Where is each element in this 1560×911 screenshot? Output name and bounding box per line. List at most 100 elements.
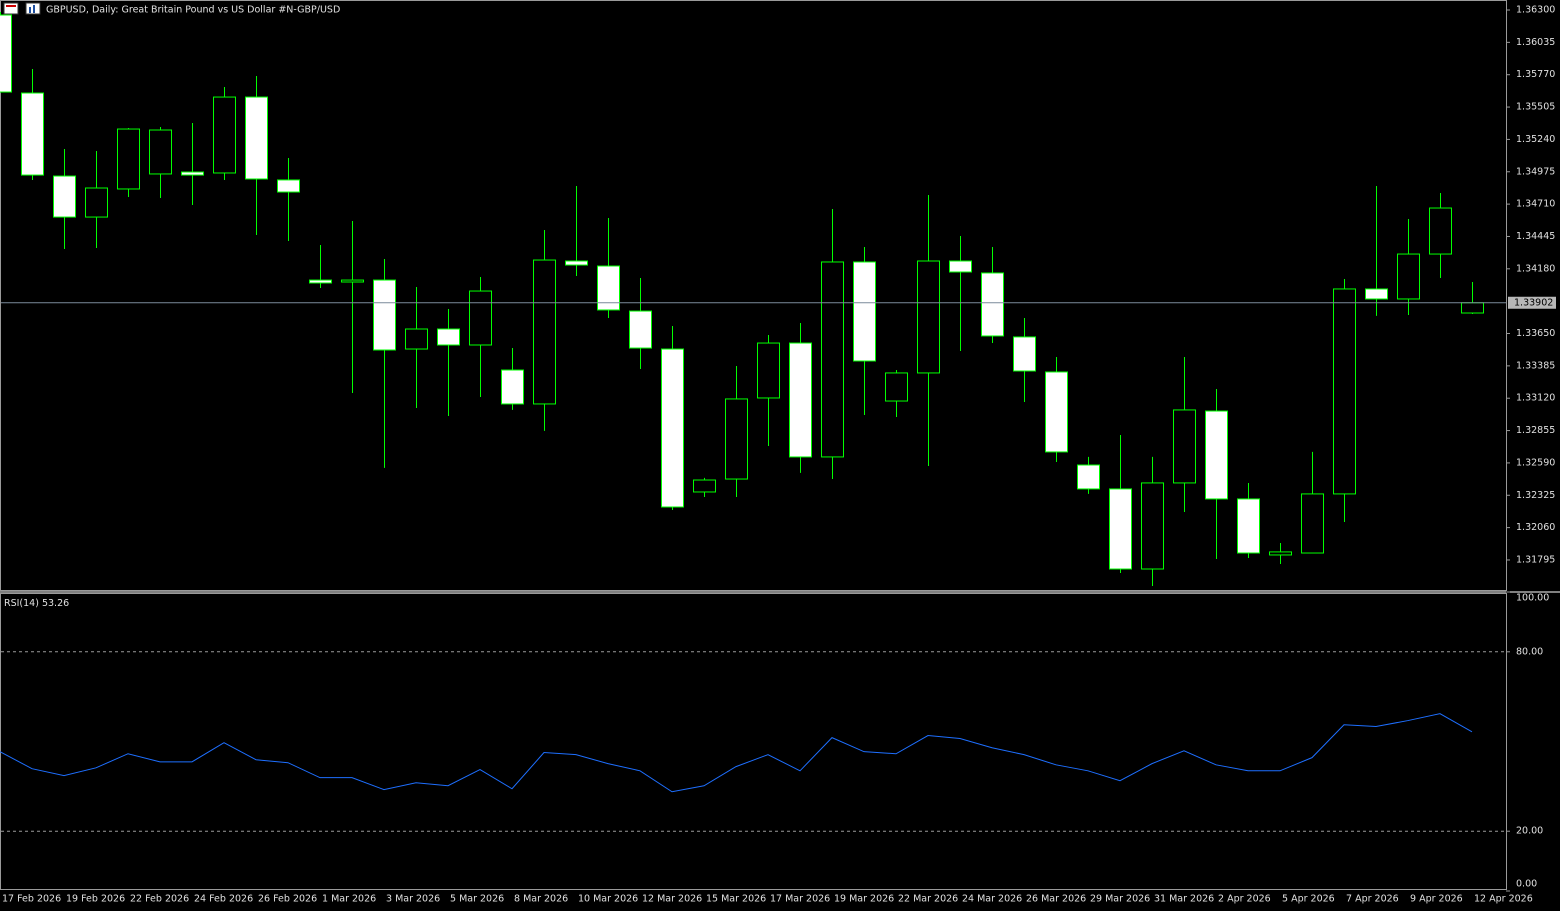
candle-body [533, 259, 556, 405]
y-tick-label: 1.36300 [1516, 5, 1555, 16]
candle-body [213, 96, 236, 174]
x-tick-label: 26 Mar 2026 [1026, 894, 1086, 905]
x-tick-label: 9 Apr 2026 [1410, 894, 1463, 905]
y-tick-label: 1.32590 [1516, 457, 1555, 468]
candle-body [1269, 551, 1292, 556]
candle-body [981, 272, 1004, 337]
x-tick-label: 1 Mar 2026 [322, 894, 376, 905]
candle-body [821, 261, 844, 458]
candle-body [1205, 410, 1228, 500]
candle-body [725, 398, 748, 480]
y-tick-label: 1.32325 [1516, 490, 1555, 501]
x-tick-label: 26 Feb 2026 [258, 894, 317, 905]
x-tick-label: 17 Feb 2026 [2, 894, 61, 905]
x-tick-label: 29 Mar 2026 [1090, 894, 1150, 905]
candle-body [469, 290, 492, 346]
candle-body [1109, 488, 1132, 570]
x-tick-label: 10 Mar 2026 [578, 894, 638, 905]
x-tick-label: 12 Mar 2026 [642, 894, 702, 905]
candle-body [917, 260, 940, 374]
candle-body [277, 179, 300, 193]
x-tick-label: 7 Apr 2026 [1346, 894, 1399, 905]
candle-body [0, 14, 12, 93]
candle-body [245, 96, 268, 180]
y-tick-label: 1.34180 [1516, 263, 1555, 274]
y-tick-label: 1.34975 [1516, 166, 1555, 177]
indicator-value: 53.26 [42, 598, 69, 609]
candle-body [437, 328, 460, 346]
y-tick-label: 1.32060 [1516, 522, 1555, 533]
y-tick-label: 20.00 [1516, 826, 1543, 837]
candle-body [629, 310, 652, 349]
x-tick-label: 5 Apr 2026 [1282, 894, 1335, 905]
candle-body [309, 279, 332, 284]
x-tick-label: 24 Mar 2026 [962, 894, 1022, 905]
y-tick-label: 1.33120 [1516, 393, 1555, 404]
candle-body [1045, 371, 1068, 453]
y-tick-label: 1.36035 [1516, 37, 1555, 48]
y-tick-label: 100.00 [1516, 593, 1549, 604]
candle-body [1013, 336, 1036, 372]
x-tick-label: 3 Mar 2026 [386, 894, 440, 905]
candle-body [181, 171, 204, 176]
x-tick-label: 24 Feb 2026 [194, 894, 253, 905]
y-tick-label: 0.00 [1516, 879, 1537, 890]
candle-body [565, 260, 588, 266]
candle-body [1365, 288, 1388, 300]
marks: 1.36300 1.36035 1.35770 1.35505 1.35240 1.349… [0, 5, 1560, 905]
icon-part [6, 5, 16, 7]
x-tick-label: 2 Apr 2026 [1218, 894, 1271, 905]
y-tick-label: 1.33650 [1516, 328, 1555, 339]
rsi-line [0, 713, 1473, 793]
rsi-pane-border [0, 593, 1507, 890]
candle-body [341, 279, 364, 283]
candle-body [693, 479, 716, 493]
candle-body [1397, 253, 1420, 300]
candle-body [949, 260, 972, 273]
candle-body [597, 265, 620, 311]
window-icons [3, 2, 41, 15]
x-tick-label: 19 Feb 2026 [66, 894, 125, 905]
candle-body [1237, 498, 1260, 554]
x-tick-label: 8 Mar 2026 [514, 894, 568, 905]
chart-title: GBPUSD, Daily: Great Britain Pound vs US… [46, 5, 340, 16]
current-price-label: 1.33902 [1514, 297, 1553, 308]
y-tick-label: 80.00 [1516, 646, 1543, 657]
main-pane-border [0, 0, 1507, 591]
candle-body [1141, 482, 1164, 570]
y-tick-label: 1.35240 [1516, 134, 1555, 145]
y-tick-label: 1.34445 [1516, 231, 1555, 242]
candle-body [1301, 493, 1324, 554]
candle-body [501, 369, 524, 405]
y-tick-label: 1.33385 [1516, 360, 1555, 371]
y-tick-label: 1.35505 [1516, 102, 1555, 113]
icon-part [33, 5, 35, 13]
x-tick-label: 22 Feb 2026 [130, 894, 189, 905]
y-tick-label: 1.32855 [1516, 425, 1555, 436]
x-tick-label: 19 Mar 2026 [834, 894, 894, 905]
candle-body [117, 128, 140, 190]
y-tick-label: 1.35770 [1516, 69, 1555, 80]
x-tick-label: 15 Mar 2026 [706, 894, 766, 905]
candle-body [1173, 409, 1196, 484]
candle-body [85, 187, 108, 218]
x-tick-label: 31 Mar 2026 [1154, 894, 1214, 905]
candle-body [53, 175, 76, 218]
candle-body [1429, 207, 1452, 255]
x-tick-label: 17 Mar 2026 [770, 894, 830, 905]
y-tick-label: 1.31795 [1516, 554, 1555, 565]
candle-body [661, 348, 684, 508]
candle-body [1461, 302, 1484, 314]
icon [3, 2, 19, 15]
x-tick-label: 5 Mar 2026 [450, 894, 504, 905]
price-label-box [1508, 296, 1556, 309]
candle-body [373, 279, 396, 351]
candle-body [149, 129, 172, 175]
candle-body [21, 92, 44, 176]
candle-body [789, 342, 812, 458]
candle-body [757, 342, 780, 399]
indicator-label: RSI(14) [4, 598, 39, 609]
y-tick-label: 1.34710 [1516, 199, 1555, 210]
icon-part [29, 7, 31, 13]
